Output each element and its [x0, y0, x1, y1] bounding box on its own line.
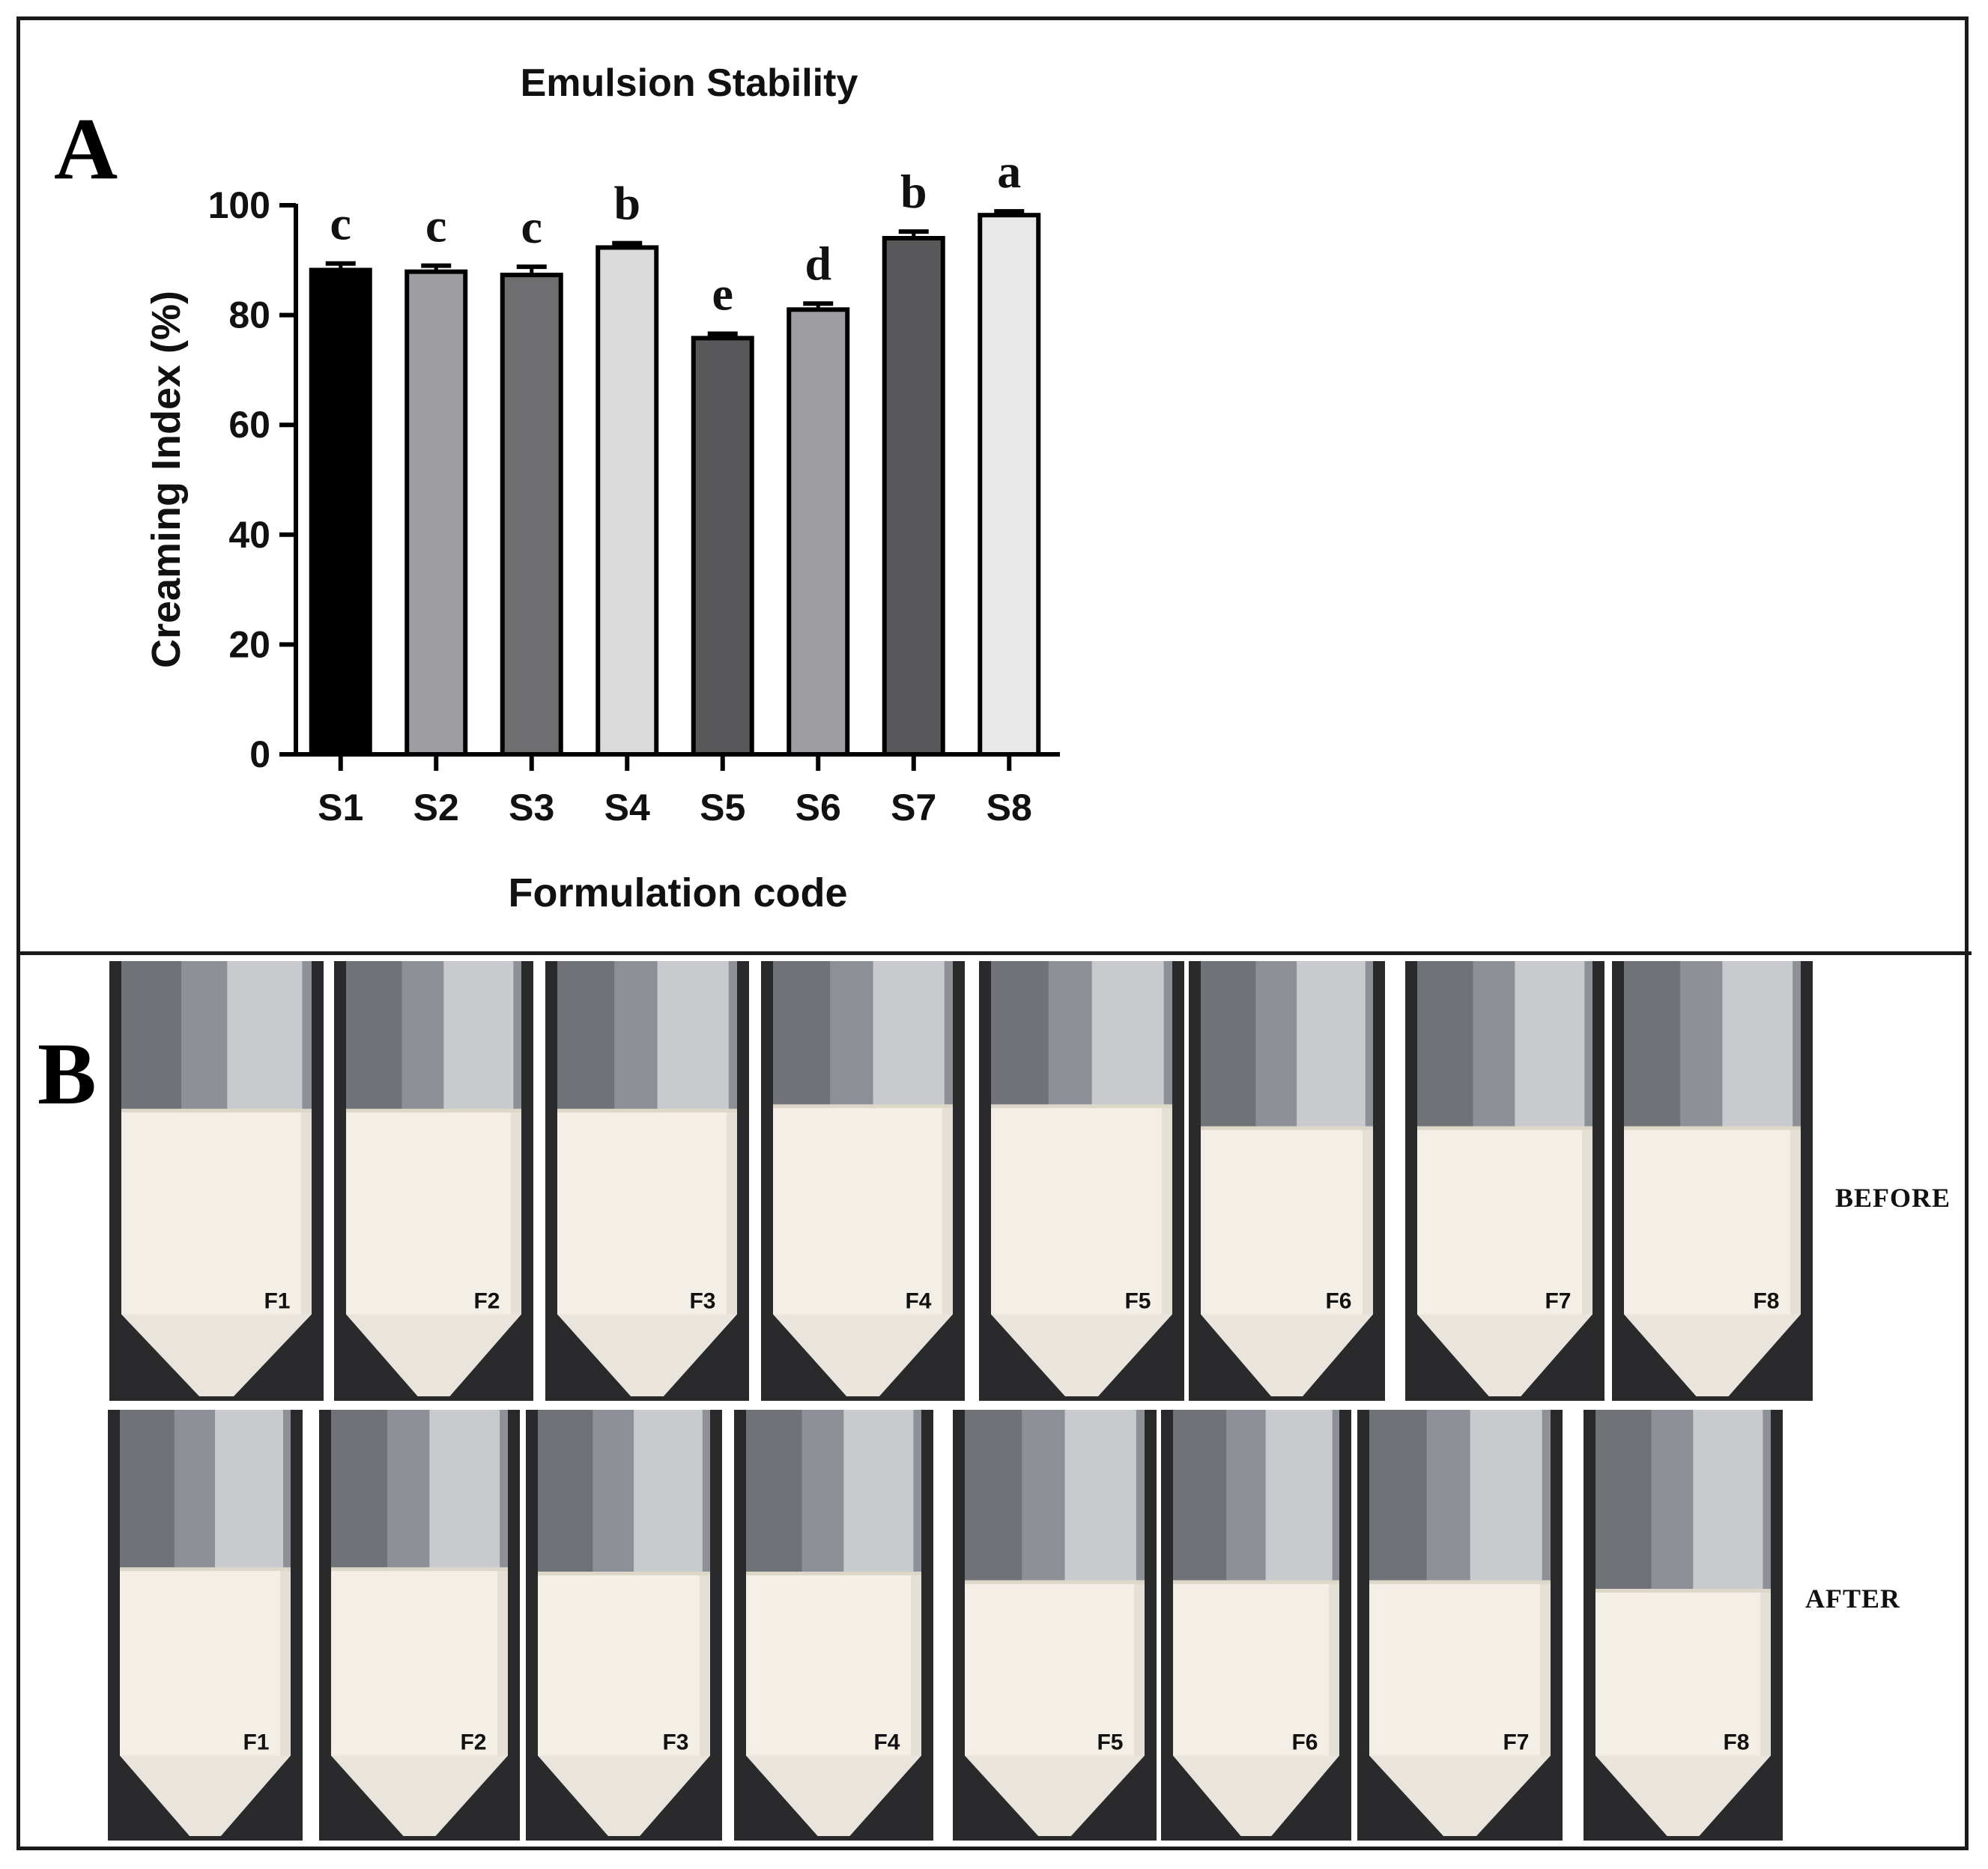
y-axis-label: Creaming Index (%)	[144, 291, 189, 668]
after-tube-f2: F2	[319, 1410, 520, 1841]
after-tube-f5: F5	[953, 1410, 1157, 1841]
x-tick-label: S8	[987, 787, 1032, 829]
bar-s8	[978, 213, 1041, 757]
bar-s2	[404, 269, 468, 757]
svg-text:F1: F1	[264, 1288, 290, 1313]
svg-text:F4: F4	[905, 1288, 931, 1313]
before-tube-f5: F5	[979, 961, 1184, 1401]
significance-letter: b	[613, 177, 640, 230]
before-tube-f3: F3	[545, 961, 749, 1401]
x-tick-label: S6	[795, 787, 841, 829]
after-tube-f4: F4	[734, 1410, 933, 1841]
svg-text:F5: F5	[1124, 1288, 1151, 1313]
after-label: AFTER	[1805, 1584, 1901, 1614]
x-axis-label: Formulation code	[508, 870, 847, 915]
after-tube-f3: F3	[526, 1410, 722, 1841]
chart-title: Emulsion Stability	[521, 61, 858, 105]
x-tick-label: S5	[700, 787, 745, 829]
bar-s1	[309, 267, 372, 757]
x-tick-label: S1	[318, 787, 363, 829]
svg-text:F8: F8	[1723, 1730, 1749, 1755]
y-tick-label: 60	[228, 404, 270, 446]
after-tube-f7: F7	[1357, 1410, 1563, 1841]
panel-a-letter: A	[54, 100, 118, 198]
before-tube-f1: F1	[109, 961, 324, 1401]
significance-letter: e	[712, 267, 733, 321]
before-label: BEFORE	[1835, 1183, 1951, 1213]
after-tube-f8: F8	[1584, 1410, 1783, 1841]
after-tube-f6: F6	[1161, 1410, 1351, 1841]
x-tick-label: S2	[413, 787, 459, 829]
bar-s7	[882, 235, 945, 757]
svg-text:F2: F2	[460, 1730, 486, 1755]
bar-s6	[787, 307, 850, 757]
svg-text:F8: F8	[1753, 1288, 1779, 1313]
significance-letter: d	[804, 237, 831, 290]
before-tube-f8: F8	[1612, 961, 1813, 1401]
significance-letter: c	[425, 199, 446, 252]
svg-text:F4: F4	[873, 1730, 900, 1755]
significance-letter: c	[330, 197, 351, 250]
bar-s3	[500, 273, 563, 757]
bar-s5	[691, 336, 754, 757]
svg-text:F7: F7	[1545, 1288, 1571, 1313]
svg-text:F5: F5	[1097, 1730, 1123, 1755]
significance-letter: b	[900, 165, 927, 218]
before-tube-f6: F6	[1189, 961, 1385, 1401]
y-tick-label: 40	[228, 514, 270, 556]
bar-s4	[596, 245, 659, 757]
svg-text:F3: F3	[662, 1730, 688, 1755]
svg-text:F2: F2	[473, 1288, 500, 1313]
x-tick-label: S3	[509, 787, 554, 829]
svg-text:F3: F3	[689, 1288, 715, 1313]
significance-letter: c	[521, 200, 542, 253]
panel-divider	[16, 951, 1972, 955]
after-tube-f1: F1	[108, 1410, 303, 1841]
svg-text:F1: F1	[243, 1730, 269, 1755]
svg-text:F6: F6	[1325, 1288, 1351, 1313]
before-tube-f2: F2	[334, 961, 533, 1401]
y-tick-label: 100	[208, 184, 270, 226]
svg-text:F7: F7	[1503, 1730, 1529, 1755]
svg-text:F6: F6	[1291, 1730, 1318, 1755]
y-tick-label: 80	[228, 294, 270, 336]
panel-b-letter: B	[37, 1025, 97, 1123]
x-tick-label: S4	[604, 787, 650, 829]
x-tick-label: S7	[891, 787, 936, 829]
figure-frame	[16, 16, 1969, 1850]
bar-chart: Emulsion Stability 0 20 40 60 80 100 Creaming I…	[144, 61, 1060, 915]
y-tick-label: 0	[249, 733, 270, 775]
y-tick-label: 20	[228, 623, 270, 665]
before-tube-f7: F7	[1405, 961, 1604, 1401]
significance-letter: a	[997, 145, 1021, 198]
before-tube-f4: F4	[761, 961, 965, 1401]
